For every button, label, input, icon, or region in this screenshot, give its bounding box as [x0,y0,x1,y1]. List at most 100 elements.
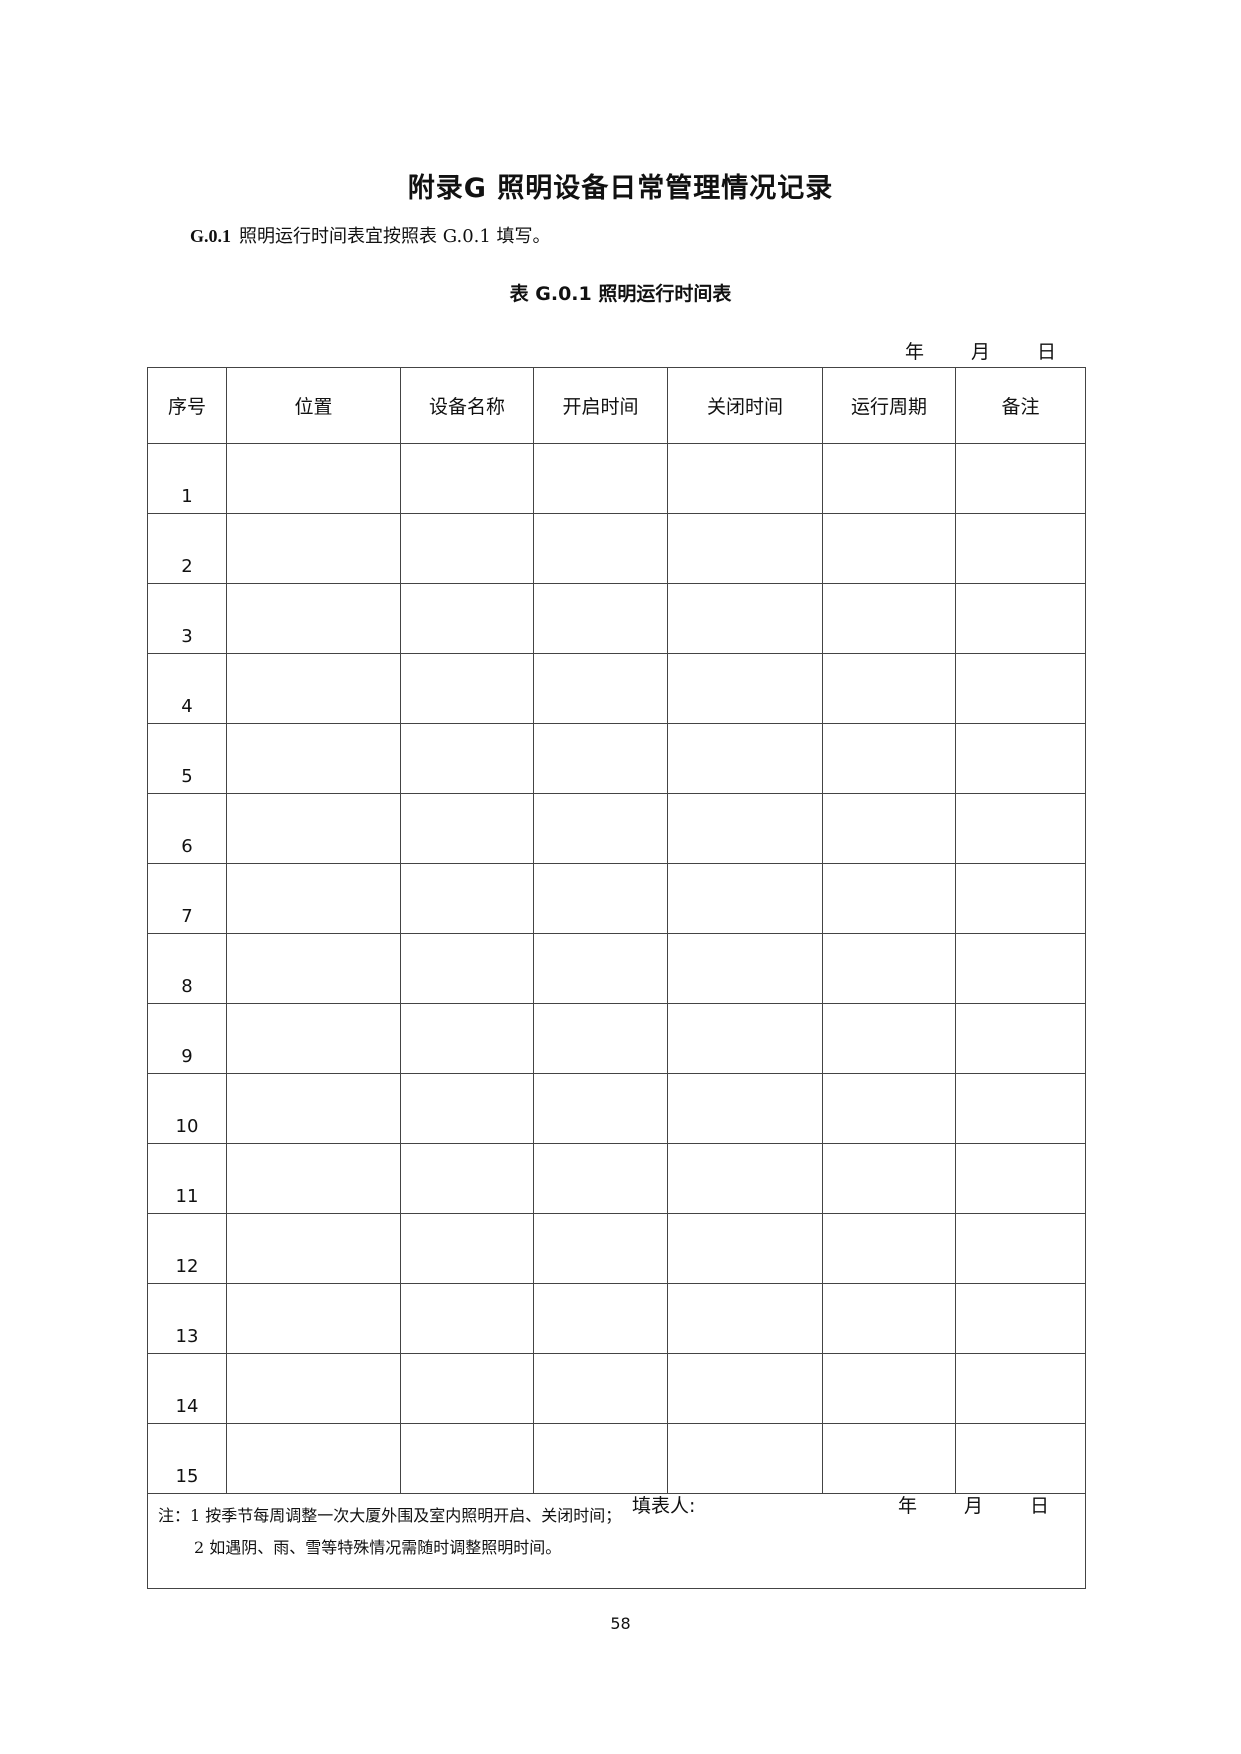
table-cell-6[interactable] [955,1353,1086,1424]
table-cell-4[interactable] [667,1003,823,1074]
table-cell-6[interactable] [955,443,1086,514]
table-cell-5[interactable] [822,723,956,794]
table-cell-5[interactable] [822,863,956,934]
table-cell-3[interactable] [533,1003,668,1074]
table-cell-4[interactable] [667,1073,823,1144]
table-cell-6[interactable] [955,933,1086,1004]
table-cell-6[interactable] [955,583,1086,654]
table-row: 4 [147,653,1086,724]
table-cell-3[interactable] [533,653,668,724]
table-cell-5[interactable] [822,933,956,1004]
table-cell-1[interactable] [226,723,401,794]
table-cell-2[interactable] [400,443,534,514]
table-cell-2[interactable] [400,653,534,724]
table-caption: 表 G.0.1 照明运行时间表 [509,283,732,305]
table-cell-1[interactable] [226,1073,401,1144]
table-cell-4[interactable] [667,1353,823,1424]
page-number: 58 [610,1614,631,1633]
table-cell-1[interactable] [226,513,401,584]
table-cell-3[interactable] [533,583,668,654]
table-cell-1[interactable] [226,443,401,514]
table-cell-6[interactable] [955,1213,1086,1284]
table-cell-3[interactable] [533,1353,668,1424]
table-cell-1[interactable] [226,1283,401,1354]
table-cell-2[interactable] [400,863,534,934]
table-cell-3[interactable] [533,1143,668,1214]
table-cell-2[interactable] [400,933,534,1004]
table-cell-2[interactable] [400,1353,534,1424]
table-cell-1[interactable] [226,653,401,724]
table-cell-5[interactable] [822,1003,956,1074]
table-cell-2[interactable] [400,723,534,794]
table-cell-3[interactable] [533,863,668,934]
table-cell-2[interactable] [400,583,534,654]
table-cell-2[interactable] [400,1423,534,1494]
table-cell-6[interactable] [955,1073,1086,1144]
table-cell-5[interactable] [822,1423,956,1494]
row-number: 15 [147,1423,227,1494]
table-cell-3[interactable] [533,1283,668,1354]
table-cell-4[interactable] [667,863,823,934]
table-cell-6[interactable] [955,513,1086,584]
table-cell-2[interactable] [400,1073,534,1144]
table-cell-3[interactable] [533,513,668,584]
table-cell-4[interactable] [667,653,823,724]
table-cell-2[interactable] [400,1213,534,1284]
table-cell-3[interactable] [533,723,668,794]
table-cell-1[interactable] [226,1143,401,1214]
table-cell-6[interactable] [955,1143,1086,1214]
table-cell-4[interactable] [667,1283,823,1354]
table-cell-2[interactable] [400,513,534,584]
table-cell-5[interactable] [822,1213,956,1284]
table-cell-5[interactable] [822,1073,956,1144]
table-cell-3[interactable] [533,1423,668,1494]
table-cell-3[interactable] [533,443,668,514]
table-cell-3[interactable] [533,933,668,1004]
table-cell-4[interactable] [667,513,823,584]
table-cell-1[interactable] [226,1353,401,1424]
table-cell-4[interactable] [667,1143,823,1214]
table-cell-3[interactable] [533,793,668,864]
table-cell-6[interactable] [955,1003,1086,1074]
table-cell-1[interactable] [226,1213,401,1284]
table-cell-1[interactable] [226,583,401,654]
row-number: 5 [147,723,227,794]
table-cell-5[interactable] [822,443,956,514]
row-number: 4 [147,653,227,724]
table-cell-4[interactable] [667,443,823,514]
table-cell-4[interactable] [667,933,823,1004]
table-cell-6[interactable] [955,1423,1086,1494]
row-number: 6 [147,793,227,864]
table-cell-1[interactable] [226,933,401,1004]
table-cell-6[interactable] [955,1283,1086,1354]
table-cell-4[interactable] [667,723,823,794]
table-cell-2[interactable] [400,1143,534,1214]
table-cell-2[interactable] [400,793,534,864]
table-cell-6[interactable] [955,653,1086,724]
table-cell-1[interactable] [226,793,401,864]
clause-body: 照明运行时间表宜按照表 G.0.1 填写。 [239,226,551,247]
table-cell-1[interactable] [226,1003,401,1074]
table-cell-5[interactable] [822,1283,956,1354]
table-cell-6[interactable] [955,863,1086,934]
table-cell-4[interactable] [667,793,823,864]
table-cell-3[interactable] [533,1213,668,1284]
table-cell-5[interactable] [822,583,956,654]
table-cell-5[interactable] [822,793,956,864]
row-number: 14 [147,1353,227,1424]
table-cell-5[interactable] [822,513,956,584]
table-cell-4[interactable] [667,1213,823,1284]
table-cell-6[interactable] [955,793,1086,864]
table-cell-6[interactable] [955,723,1086,794]
table-cell-2[interactable] [400,1283,534,1354]
table-cell-1[interactable] [226,863,401,934]
table-cell-5[interactable] [822,1353,956,1424]
table-cell-1[interactable] [226,1423,401,1494]
table-cell-2[interactable] [400,1003,534,1074]
table-cell-4[interactable] [667,1423,823,1494]
date-day: 日 [1037,341,1057,363]
table-cell-5[interactable] [822,653,956,724]
table-cell-3[interactable] [533,1073,668,1144]
table-cell-5[interactable] [822,1143,956,1214]
table-cell-4[interactable] [667,583,823,654]
